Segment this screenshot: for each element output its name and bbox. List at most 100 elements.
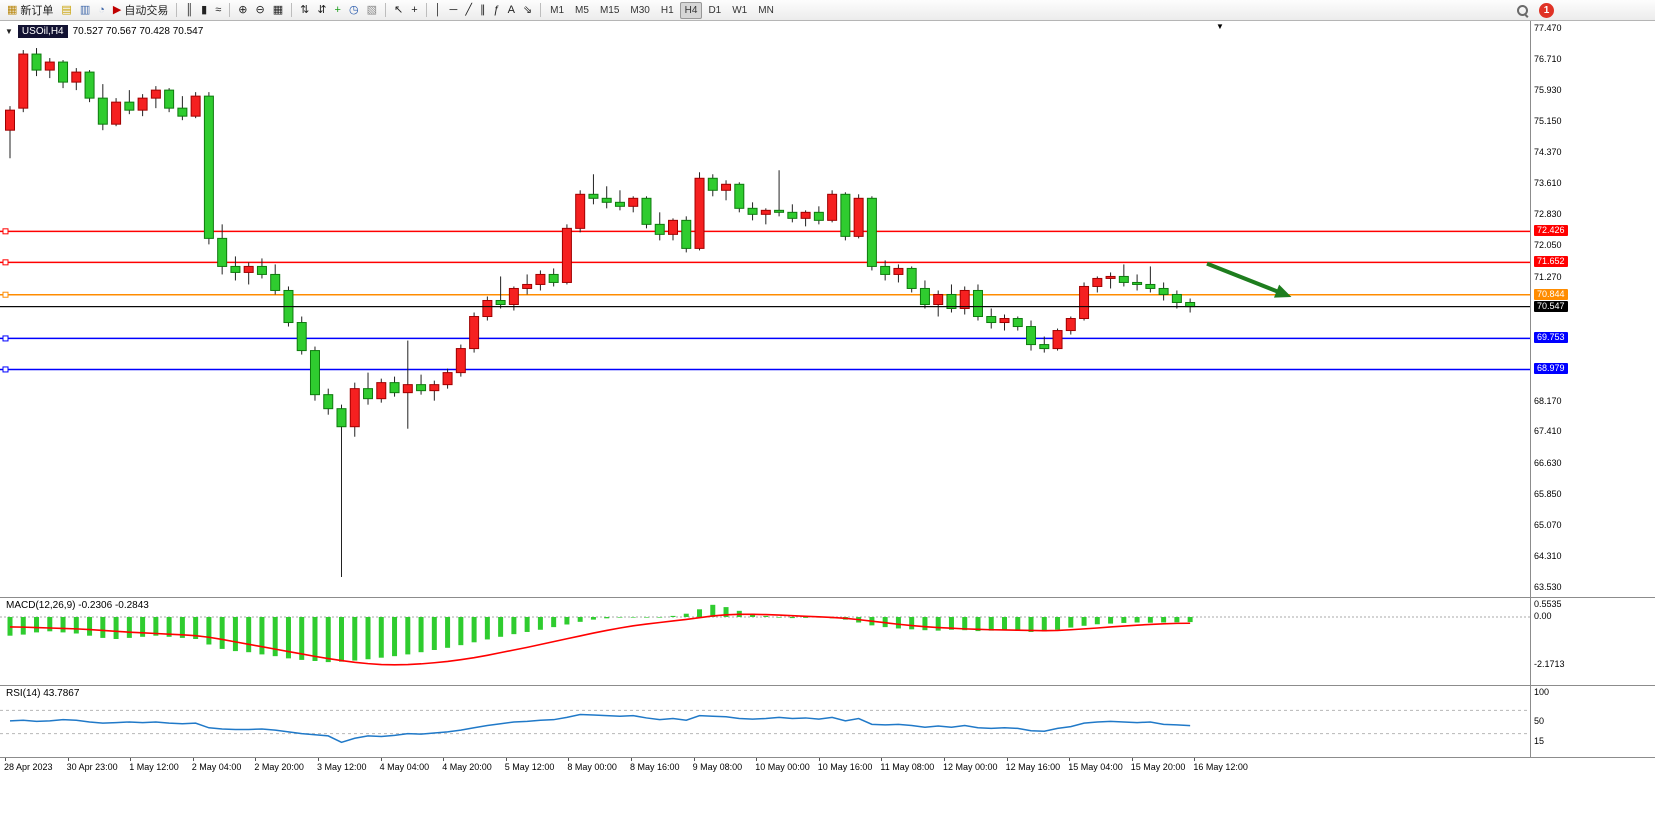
time-axis-label: 3 May 12:00 <box>317 762 367 772</box>
data-window-button[interactable]: ◔ <box>94 2 109 19</box>
rsi-axis-label: 100 <box>1534 687 1550 697</box>
level-handle[interactable] <box>2 291 9 298</box>
horizontal-line-button[interactable]: ─ <box>446 2 462 19</box>
candle <box>561 227 572 283</box>
candle <box>31 53 42 71</box>
candle <box>575 193 586 229</box>
trend-arrow-head[interactable] <box>1273 284 1292 298</box>
objects-list-button[interactable]: ⇵ <box>313 2 330 19</box>
candlestick-chart[interactable] <box>0 21 1530 597</box>
bar-chart-button[interactable]: ║ <box>181 2 197 19</box>
timeframe-W1[interactable]: W1 <box>727 2 752 19</box>
rsi-chart[interactable] <box>0 686 1530 756</box>
timeframe-MN[interactable]: MN <box>753 2 779 19</box>
candle <box>1118 275 1129 283</box>
rsi-line <box>9 713 1191 744</box>
chart-window-button[interactable]: ▤ <box>57 2 75 19</box>
timeframe-M15[interactable]: M15 <box>595 2 624 19</box>
time-axis-label: 2 May 20:00 <box>254 762 304 772</box>
level-handle[interactable] <box>2 366 9 373</box>
time-tick <box>505 758 507 761</box>
vertical-line-button[interactable]: │ <box>431 2 446 19</box>
candle <box>469 316 480 350</box>
level-price-badge: 68.979 <box>1534 363 1568 375</box>
macd-chart[interactable] <box>0 598 1530 685</box>
candle <box>455 348 466 374</box>
macd-bar <box>564 617 570 625</box>
time-tick <box>944 758 945 761</box>
price-axis-label: 67.410 <box>1534 426 1562 437</box>
candle <box>1092 277 1103 287</box>
panel-separator[interactable] <box>0 685 1655 686</box>
macd-bar <box>20 617 26 635</box>
time-tick <box>1069 758 1071 761</box>
timeframe-D1[interactable]: D1 <box>703 2 726 19</box>
search-icon[interactable] <box>1516 4 1529 17</box>
price-axis-label: 65.850 <box>1534 488 1562 499</box>
profiles-button[interactable]: ▥ <box>76 2 94 19</box>
tile-windows-button[interactable]: ▦ <box>269 2 287 19</box>
candle <box>933 293 944 305</box>
macd-bar <box>34 617 40 633</box>
macd-bar <box>87 617 93 636</box>
candlestick-chart-button[interactable]: ▮ <box>197 2 211 19</box>
timeframe-H4[interactable]: H4 <box>679 1 703 19</box>
crosshair-button[interactable]: + <box>407 2 421 19</box>
timeframe-M1[interactable]: M1 <box>545 2 569 19</box>
candle <box>84 71 95 99</box>
candle <box>535 273 546 285</box>
cursor-button[interactable]: ↖ <box>390 2 407 19</box>
expand-icon[interactable]: ▼ <box>5 27 13 36</box>
indicators-icon: ⇅ <box>300 3 310 16</box>
toolbar-separator <box>425 3 427 17</box>
candle <box>256 265 267 275</box>
line-chart-button[interactable]: ≈ <box>211 2 225 19</box>
time-axis-label: 30 Apr 23:00 <box>66 762 118 772</box>
time-axis-label: 5 May 12:00 <box>504 762 555 772</box>
level-handle[interactable] <box>2 335 9 342</box>
macd-bar <box>7 617 13 636</box>
time-tick <box>443 758 445 761</box>
channel-button[interactable]: ∥ <box>476 2 490 19</box>
new-order-button[interactable]: ▦ 新订单 <box>3 2 57 19</box>
templates-button[interactable]: ▧ <box>363 2 381 19</box>
timeframe-M5[interactable]: M5 <box>570 2 594 19</box>
chart-shift-marker[interactable]: ▼ <box>1216 22 1224 31</box>
timeframe-H1[interactable]: H1 <box>656 2 679 19</box>
candle <box>840 193 851 237</box>
toolbar-separator <box>540 3 542 17</box>
zoom-out-button[interactable]: ⊖ <box>251 2 268 19</box>
price-axis-label: 64.310 <box>1534 550 1562 561</box>
macd-bar <box>352 617 358 661</box>
arrow-object-button[interactable]: ⇘ <box>519 2 536 19</box>
time-axis-label: 8 May 16:00 <box>630 762 680 772</box>
level-handle[interactable] <box>2 259 9 266</box>
macd-axis-label: 0.00 <box>1534 611 1552 621</box>
fibonacci-button[interactable]: ƒ <box>489 2 503 19</box>
macd-bar <box>100 617 106 638</box>
candle <box>668 219 678 235</box>
periods-button[interactable]: ◷ <box>345 2 363 19</box>
macd-bar <box>73 617 79 634</box>
add-indicator-button[interactable]: + <box>331 2 345 19</box>
time-axis-label: 4 May 04:00 <box>379 762 430 772</box>
level-handle[interactable] <box>2 228 9 235</box>
time-tick <box>818 758 820 761</box>
candle <box>1026 326 1037 346</box>
chart-window-icon: ▤ <box>61 3 72 16</box>
candle <box>959 289 970 310</box>
candle <box>866 197 877 267</box>
autotrading-button[interactable]: ▶ 自动交易 <box>109 2 172 19</box>
candle <box>309 350 320 396</box>
zoom-in-button[interactable]: ⊕ <box>234 2 251 19</box>
time-axis-label: 1 May 12:00 <box>129 762 179 772</box>
objects-list-icon: ⇵ <box>317 3 327 16</box>
time-axis-label: 10 May 16:00 <box>817 762 873 772</box>
panel-separator[interactable] <box>0 597 1655 598</box>
notification-badge[interactable]: 1 <box>1539 2 1554 18</box>
trendline-button[interactable]: ╱ <box>461 2 476 19</box>
trend-arrow[interactable] <box>1206 261 1285 296</box>
text-button[interactable]: A <box>504 2 519 19</box>
timeframe-M30[interactable]: M30 <box>625 2 654 19</box>
indicators-button[interactable]: ⇅ <box>296 2 313 19</box>
